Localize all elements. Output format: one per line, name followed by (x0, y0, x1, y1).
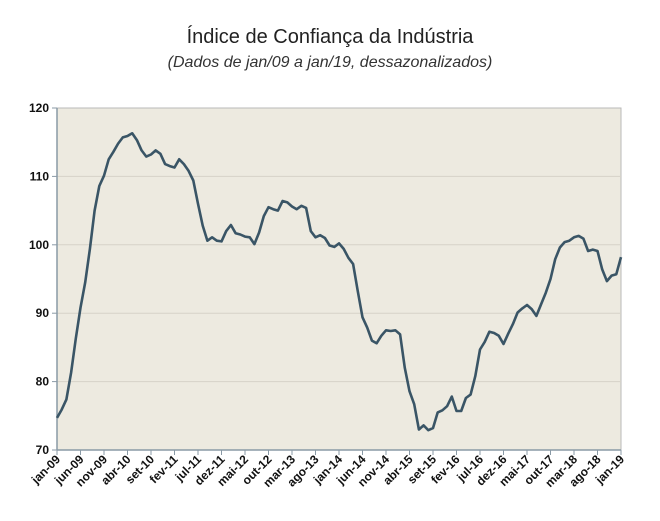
y-tick-label: 70 (36, 443, 50, 457)
chart-title: Índice de Confiança da Indústria (186, 26, 474, 48)
plot-area (56, 107, 622, 451)
y-tick-label: 110 (30, 169, 50, 183)
y-tick-label: 100 (29, 238, 49, 252)
y-tick-label: 80 (36, 375, 50, 389)
chart-subtitle: (Dados de jan/09 a jan/19, dessazonaliza… (167, 54, 493, 71)
y-tick-label: 90 (36, 306, 50, 320)
y-tick-label: 120 (29, 101, 49, 115)
